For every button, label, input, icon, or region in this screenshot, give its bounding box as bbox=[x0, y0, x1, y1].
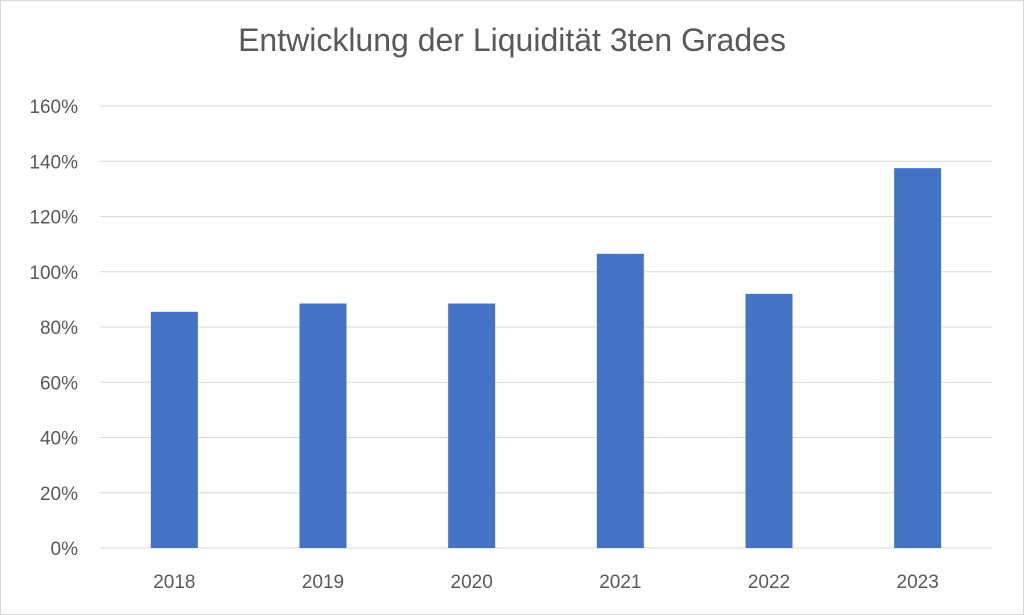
y-tick-label: 100% bbox=[29, 263, 78, 284]
bars bbox=[150, 168, 942, 548]
gridlines bbox=[100, 105, 992, 549]
y-tick-label: 80% bbox=[40, 318, 78, 339]
y-tick-label: 140% bbox=[29, 152, 78, 173]
bar-2022 bbox=[745, 293, 793, 548]
x-tick-label: 2019 bbox=[302, 572, 344, 593]
x-tick-label: 2018 bbox=[153, 572, 195, 593]
y-axis-ticks: 0% 20% 40% 60% 80% 100% 120% 140% 160% bbox=[29, 97, 78, 560]
x-tick-label: 2023 bbox=[897, 572, 939, 593]
x-tick-label: 2022 bbox=[748, 572, 790, 593]
bar-2021 bbox=[596, 253, 644, 548]
y-tick-label: 0% bbox=[51, 539, 79, 560]
y-tick-label: 60% bbox=[40, 373, 78, 394]
x-tick-label: 2020 bbox=[451, 572, 493, 593]
x-tick-label: 2021 bbox=[599, 572, 641, 593]
x-axis-ticks: 2018 2019 2020 2021 2022 2023 bbox=[153, 572, 939, 593]
y-tick-label: 40% bbox=[40, 429, 78, 450]
chart-title: Entwicklung der Liquidität 3ten Grades bbox=[238, 22, 786, 58]
bar-2018 bbox=[150, 311, 198, 548]
y-tick-label: 20% bbox=[40, 484, 78, 505]
y-tick-label: 160% bbox=[29, 97, 78, 118]
bar-2020 bbox=[448, 303, 496, 548]
y-tick-label: 120% bbox=[29, 208, 78, 229]
bar-2023 bbox=[894, 168, 942, 548]
bar-2019 bbox=[299, 303, 347, 548]
